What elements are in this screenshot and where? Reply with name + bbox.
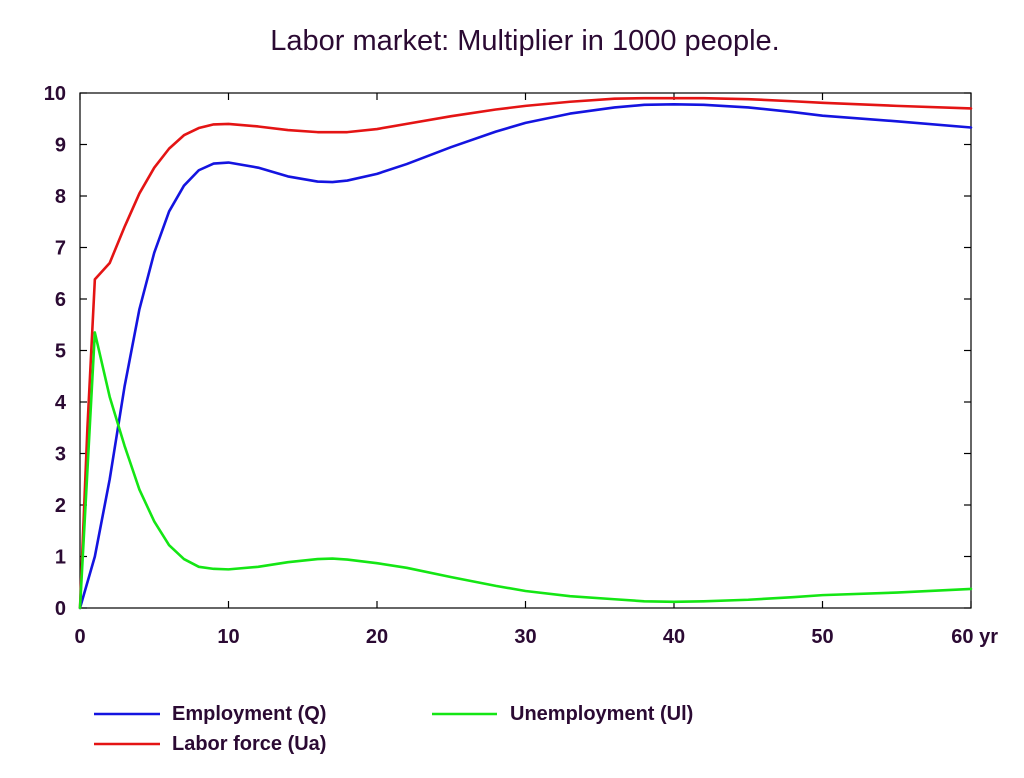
legend: Employment (Q) Labor force (Ua) Unemployme… — [94, 703, 693, 755]
x-tick-label: 40 — [663, 626, 685, 648]
x-tick-label: 20 — [366, 626, 388, 648]
x-tick-label: 10 — [217, 626, 239, 648]
chart-title: Labor market: Multiplier in 1000 people. — [270, 25, 779, 57]
y-tick-label: 3 — [55, 444, 66, 466]
y-tick-label: 7 — [55, 238, 66, 260]
x-tick-label: 30 — [514, 626, 536, 648]
y-axis-tick-labels: 0 1 2 3 4 5 6 7 8 9 10 — [44, 83, 67, 620]
y-tick-label: 2 — [55, 495, 66, 517]
y-tick-label: 5 — [55, 341, 66, 363]
series-lines — [78, 96, 973, 610]
axis-ticks — [79, 92, 972, 609]
legend-label-unemployment-ul: Unemployment (Ul) — [510, 703, 693, 725]
series-line-unemployment-ul — [78, 331, 973, 610]
y-tick-label: 10 — [44, 83, 66, 105]
legend-label-employment-q: Employment (Q) — [172, 703, 326, 725]
series-line-employment-q — [78, 103, 973, 610]
x-tick-label: 0 — [74, 626, 85, 648]
y-tick-label: 0 — [55, 598, 66, 620]
x-axis-tick-labels: 0 10 20 30 40 50 60 yr — [74, 626, 998, 648]
y-tick-label: 4 — [55, 392, 67, 414]
plot-frame — [79, 92, 972, 609]
x-tick-label: 60 yr — [951, 626, 998, 648]
y-tick-label: 1 — [55, 547, 66, 569]
y-tick-label: 6 — [55, 289, 66, 311]
series-line-labor-force-ua — [78, 96, 973, 610]
y-tick-label: 8 — [55, 186, 66, 208]
x-tick-label: 50 — [811, 626, 833, 648]
y-tick-label: 9 — [55, 135, 66, 157]
legend-label-labor-force-ua: Labor force (Ua) — [172, 733, 326, 755]
